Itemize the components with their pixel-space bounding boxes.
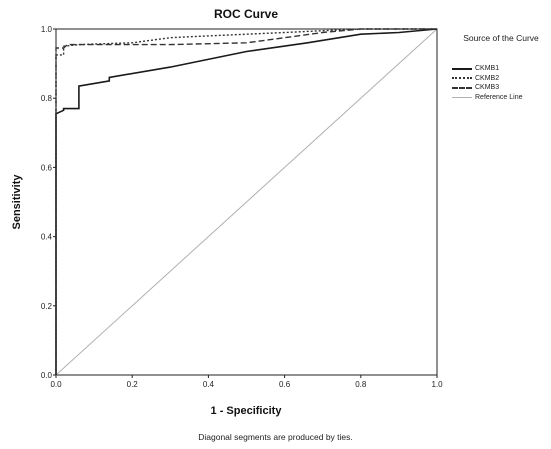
y-tick-label: 1.0 <box>41 25 53 34</box>
y-tick-label: 0.0 <box>41 371 53 380</box>
x-tick-label: 1.0 <box>431 380 443 389</box>
legend-item: CKMB1 <box>452 64 522 74</box>
series-line-ckmb3 <box>55 28 437 375</box>
legend-label: Reference Line <box>475 93 523 101</box>
legend-swatch <box>452 67 472 70</box>
legend-label: CKMB3 <box>475 84 500 92</box>
y-tick-label: 0.2 <box>41 302 53 311</box>
legend-item: CKMB3 <box>452 83 522 93</box>
series-line-reference-line <box>55 28 438 376</box>
x-tick-label: 0.6 <box>279 380 291 389</box>
series-line-ckmb1 <box>55 28 438 375</box>
legend-title: Source of the Curve <box>463 33 539 43</box>
axes: 0.0 0.2 0.4 0.6 0.8 1.0 0.0 0.2 0.4 0.6 0.8 1.0 <box>41 25 443 389</box>
legend-item: CKMB2 <box>452 74 522 84</box>
legend-label: CKMB1 <box>475 65 500 73</box>
series-line-ckmb2 <box>55 28 437 375</box>
chart-footnote: Diagonal segments are produced by ties. <box>198 432 353 442</box>
legend-item: Reference Line <box>452 93 522 103</box>
series-lines <box>55 28 438 376</box>
legend-swatch <box>452 96 472 98</box>
legend-swatch <box>452 86 472 89</box>
y-tick-label: 0.6 <box>41 163 53 172</box>
chart-title: ROC Curve <box>214 7 278 21</box>
x-tick-label: 0.4 <box>203 380 215 389</box>
legend-label: CKMB2 <box>475 74 500 82</box>
legend: CKMB1 CKMB2 CKMB3 Reference Line <box>452 64 522 102</box>
x-tick-label: 0.0 <box>50 380 62 389</box>
x-axis-label: 1 - Specificity <box>211 405 283 417</box>
y-tick-label: 0.8 <box>41 94 53 103</box>
legend-swatch <box>452 77 472 80</box>
y-tick-label: 0.4 <box>41 233 53 242</box>
x-tick-label: 0.2 <box>127 380 139 389</box>
y-axis-label: Sensitivity <box>11 174 23 230</box>
x-tick-label: 0.8 <box>355 380 367 389</box>
